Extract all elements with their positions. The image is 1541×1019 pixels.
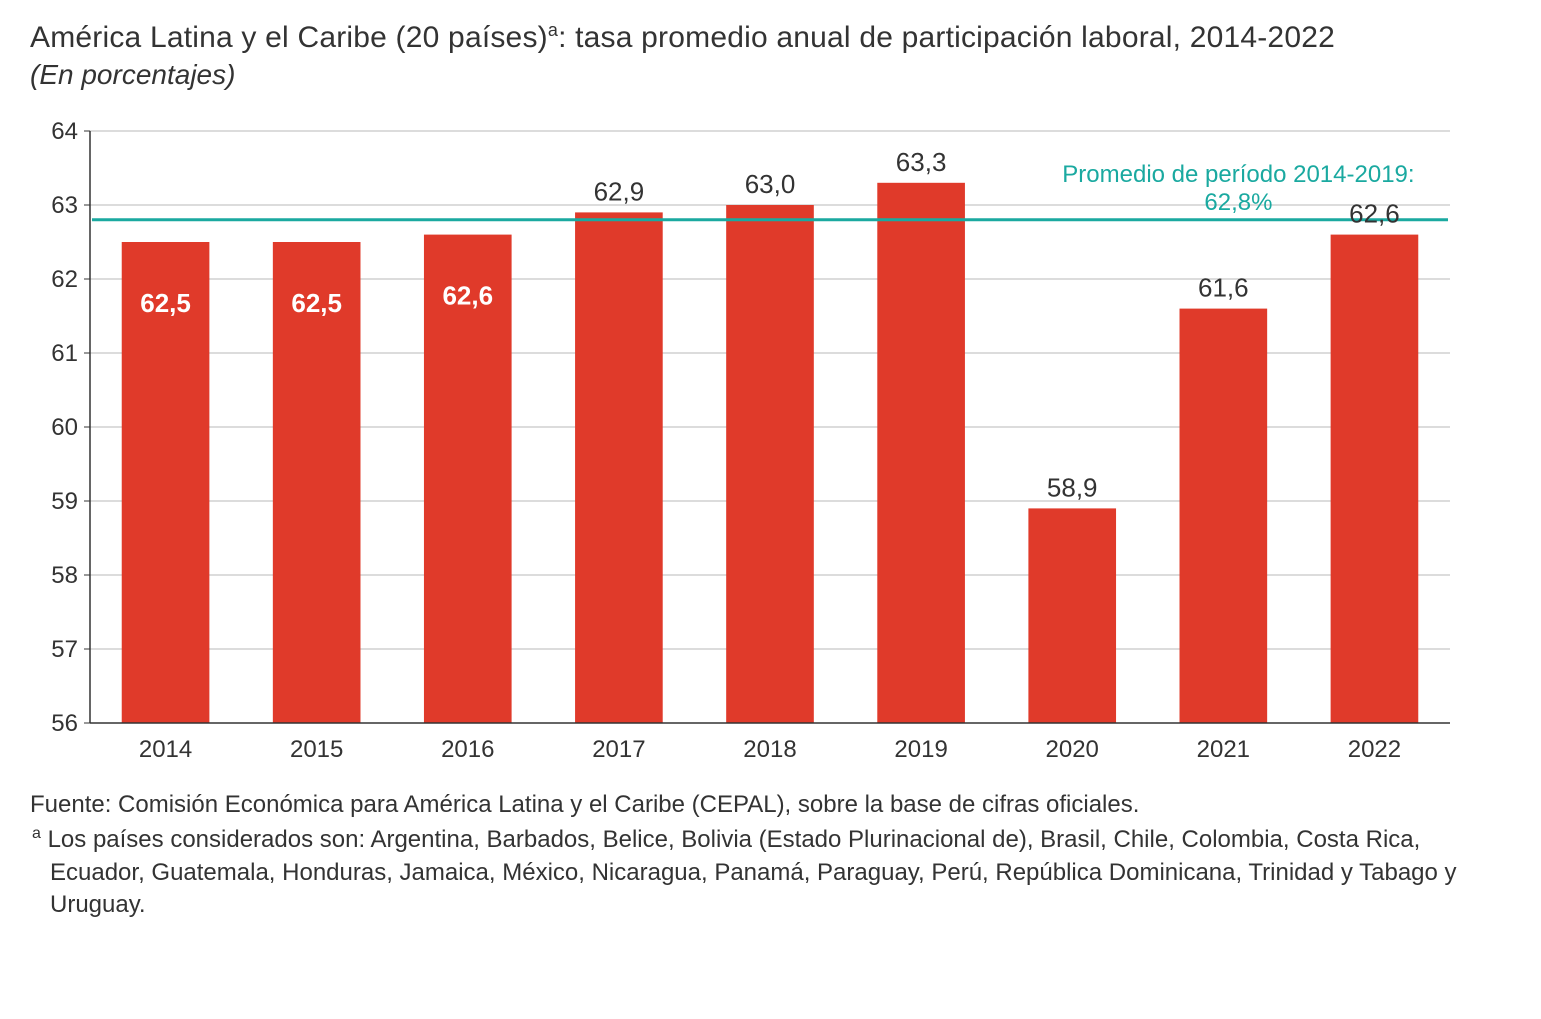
title-post: : tasa promedio anual de participación l… xyxy=(558,21,1335,54)
footnote-text: Los países considerados son: Argentina, … xyxy=(41,826,1457,918)
y-tick-label: 56 xyxy=(51,710,78,737)
x-tick-label: 2022 xyxy=(1348,736,1401,763)
y-tick-label: 57 xyxy=(51,636,78,663)
x-tick-label: 2021 xyxy=(1197,736,1250,763)
chart-svg: 56 57 58 59 60 61 62 63 64 Promedio de período 20… xyxy=(30,121,1460,771)
chart-footer: Fuente: Comisión Económica para América … xyxy=(30,789,1511,922)
title-super: a xyxy=(548,20,558,40)
chart-subtitle: (En porcentajes) xyxy=(30,59,1511,91)
x-tick-label: 2017 xyxy=(592,736,645,763)
page: América Latina y el Caribe (20 países)a:… xyxy=(0,0,1541,1019)
y-tick-label: 64 xyxy=(51,121,78,145)
source-line: Fuente: Comisión Económica para América … xyxy=(30,789,1511,821)
bar xyxy=(575,212,663,723)
source-text: : Comisión Económica para América Latina… xyxy=(105,791,1140,818)
bar-value-label: 58,9 xyxy=(1047,472,1098,502)
footnote-line: a Los países considerados son: Argentina… xyxy=(30,823,1511,921)
bar-value-label: 62,5 xyxy=(140,288,191,318)
bar xyxy=(1180,309,1268,723)
y-tick-label: 58 xyxy=(51,562,78,589)
bar-value-label: 62,5 xyxy=(291,288,342,318)
x-tick-label: 2015 xyxy=(290,736,343,763)
x-tick-label: 2014 xyxy=(139,736,192,763)
bar-value-label: 62,6 xyxy=(442,281,493,311)
bar xyxy=(1028,508,1116,723)
bar xyxy=(877,183,965,723)
bar-value-label: 62,6 xyxy=(1349,199,1400,229)
x-tick-label: 2018 xyxy=(743,736,796,763)
y-tick-label: 61 xyxy=(51,340,78,367)
footnote-super: a xyxy=(32,825,41,842)
x-tick-label: 2020 xyxy=(1046,736,1099,763)
y-tick-label: 62 xyxy=(51,266,78,293)
bar-value-label: 62,9 xyxy=(594,176,645,206)
title-pre: América Latina y el Caribe (20 países) xyxy=(30,21,548,54)
y-tick-label: 60 xyxy=(51,414,78,441)
bar-value-label: 63,0 xyxy=(745,169,796,199)
chart-title: América Latina y el Caribe (20 países)a:… xyxy=(30,20,1511,55)
y-tick-label: 59 xyxy=(51,488,78,515)
x-tick-label: 2016 xyxy=(441,736,494,763)
y-tick-label: 63 xyxy=(51,192,78,219)
average-label-1: Promedio de período 2014-2019: xyxy=(1062,161,1414,188)
bar-value-label: 63,3 xyxy=(896,147,947,177)
average-label-2: 62,8% xyxy=(1204,189,1272,216)
source-label: Fuente xyxy=(30,791,105,818)
bar-value-label: 61,6 xyxy=(1198,273,1249,303)
chart-container: 56 57 58 59 60 61 62 63 64 Promedio de período 20… xyxy=(30,121,1511,771)
x-tick-label: 2019 xyxy=(894,736,947,763)
bar xyxy=(1331,235,1419,723)
bar xyxy=(726,205,814,723)
